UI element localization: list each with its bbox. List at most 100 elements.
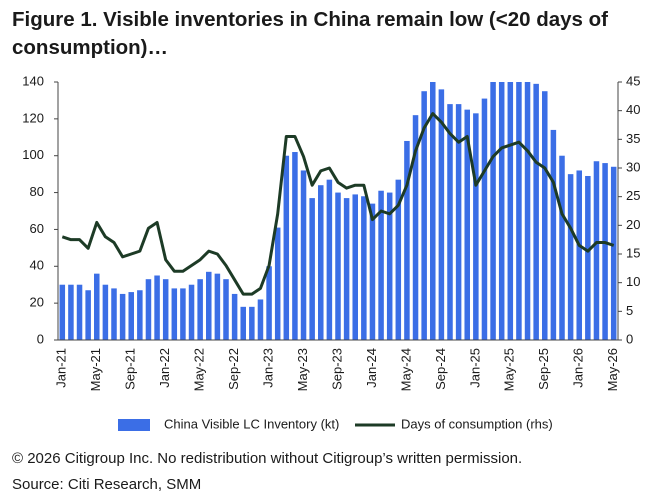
bar [154, 275, 160, 340]
bar [533, 83, 539, 340]
bar [386, 192, 393, 340]
bar [145, 279, 152, 340]
bar [378, 190, 384, 340]
bar [76, 284, 83, 340]
bar [481, 98, 488, 340]
bar [326, 179, 333, 340]
bar [455, 104, 462, 340]
bar [137, 290, 143, 340]
legend-swatch [118, 419, 150, 431]
bar [473, 113, 479, 340]
legend-label: China Visible LC Inventory (kt) [164, 416, 339, 431]
bar [171, 288, 178, 340]
x-tick-label: Jan-25 [467, 348, 482, 388]
bar [119, 293, 126, 340]
x-tick-label: Sep-25 [536, 348, 551, 390]
bar [559, 155, 565, 340]
bar [292, 152, 298, 340]
x-tick-label: May-24 [398, 348, 413, 391]
bar [361, 196, 367, 340]
bar [430, 82, 436, 340]
x-tick-label: Sep-21 [123, 348, 138, 390]
y-tick-label: 100 [22, 147, 44, 162]
y-tick-label: 0 [37, 331, 44, 346]
x-tick-label: May-22 [192, 348, 207, 391]
bar [567, 174, 574, 340]
bar [274, 227, 281, 340]
y2-tick-label: 40 [626, 102, 640, 117]
y2-tick-label: 25 [626, 188, 640, 203]
bar [516, 82, 522, 340]
bar [128, 292, 134, 340]
y-tick-label: 120 [22, 110, 44, 125]
chart-title: Figure 1. Visible inventories in China r… [12, 8, 609, 59]
bar [111, 288, 117, 340]
y-tick-label: 20 [30, 295, 44, 310]
bar [585, 175, 591, 340]
y-tick-label: 60 [30, 221, 44, 236]
x-tick-label: May-25 [502, 348, 517, 391]
y2-tick-label: 0 [626, 331, 633, 346]
bar [249, 306, 255, 340]
bar [180, 288, 186, 340]
y-tick-label: 40 [30, 258, 44, 273]
x-tick-label: Jan-21 [54, 348, 69, 388]
bar [335, 192, 341, 340]
bar [438, 89, 445, 340]
copyright: © 2026 Citigroup Inc. No redistribution … [12, 450, 522, 467]
bar [464, 109, 470, 341]
x-tick-label: Sep-24 [433, 348, 448, 390]
bar [257, 299, 264, 340]
bar [352, 194, 358, 340]
bar [395, 179, 402, 340]
bar [206, 271, 212, 340]
x-tick-label: Jan-24 [364, 348, 379, 388]
source: Source: Citi Research, SMM [12, 476, 201, 493]
bar [593, 161, 600, 340]
x-tick-label: Jan-23 [261, 348, 276, 388]
bar [550, 129, 557, 340]
bar [214, 273, 221, 340]
bar [240, 306, 246, 340]
x-tick-label: Jan-26 [571, 348, 586, 388]
bar [610, 166, 617, 340]
bar [231, 293, 238, 340]
bar [197, 279, 203, 340]
bar [498, 82, 505, 340]
x-tick-label: May-23 [295, 348, 310, 391]
y2-tick-label: 35 [626, 131, 640, 146]
bar [94, 273, 100, 340]
y2-tick-label: 5 [626, 303, 633, 318]
bar [59, 284, 66, 340]
y2-tick-label: 10 [626, 274, 640, 289]
bar [188, 284, 195, 340]
bar [300, 170, 307, 340]
y2-tick-label: 45 [626, 73, 640, 88]
bar [223, 279, 229, 340]
bar [542, 91, 548, 340]
bar [318, 185, 324, 340]
bar [162, 279, 169, 340]
bar [602, 163, 608, 340]
x-tick-label: May-26 [605, 348, 620, 391]
bar [283, 155, 290, 340]
bar [421, 91, 427, 340]
y2-tick-label: 15 [626, 245, 640, 260]
legend-label: Days of consumption (rhs) [401, 416, 553, 431]
y2-tick-label: 30 [626, 159, 640, 174]
y-tick-label: 80 [30, 184, 44, 199]
bar [309, 198, 315, 340]
line [61, 112, 615, 296]
bar [524, 82, 531, 340]
bar [490, 82, 496, 340]
bar [68, 284, 74, 340]
x-tick-label: Sep-22 [226, 348, 241, 390]
bar [369, 203, 376, 340]
bar [266, 266, 272, 340]
bar [576, 170, 582, 340]
bar [404, 140, 410, 340]
bar [447, 104, 453, 340]
bar [85, 290, 91, 340]
